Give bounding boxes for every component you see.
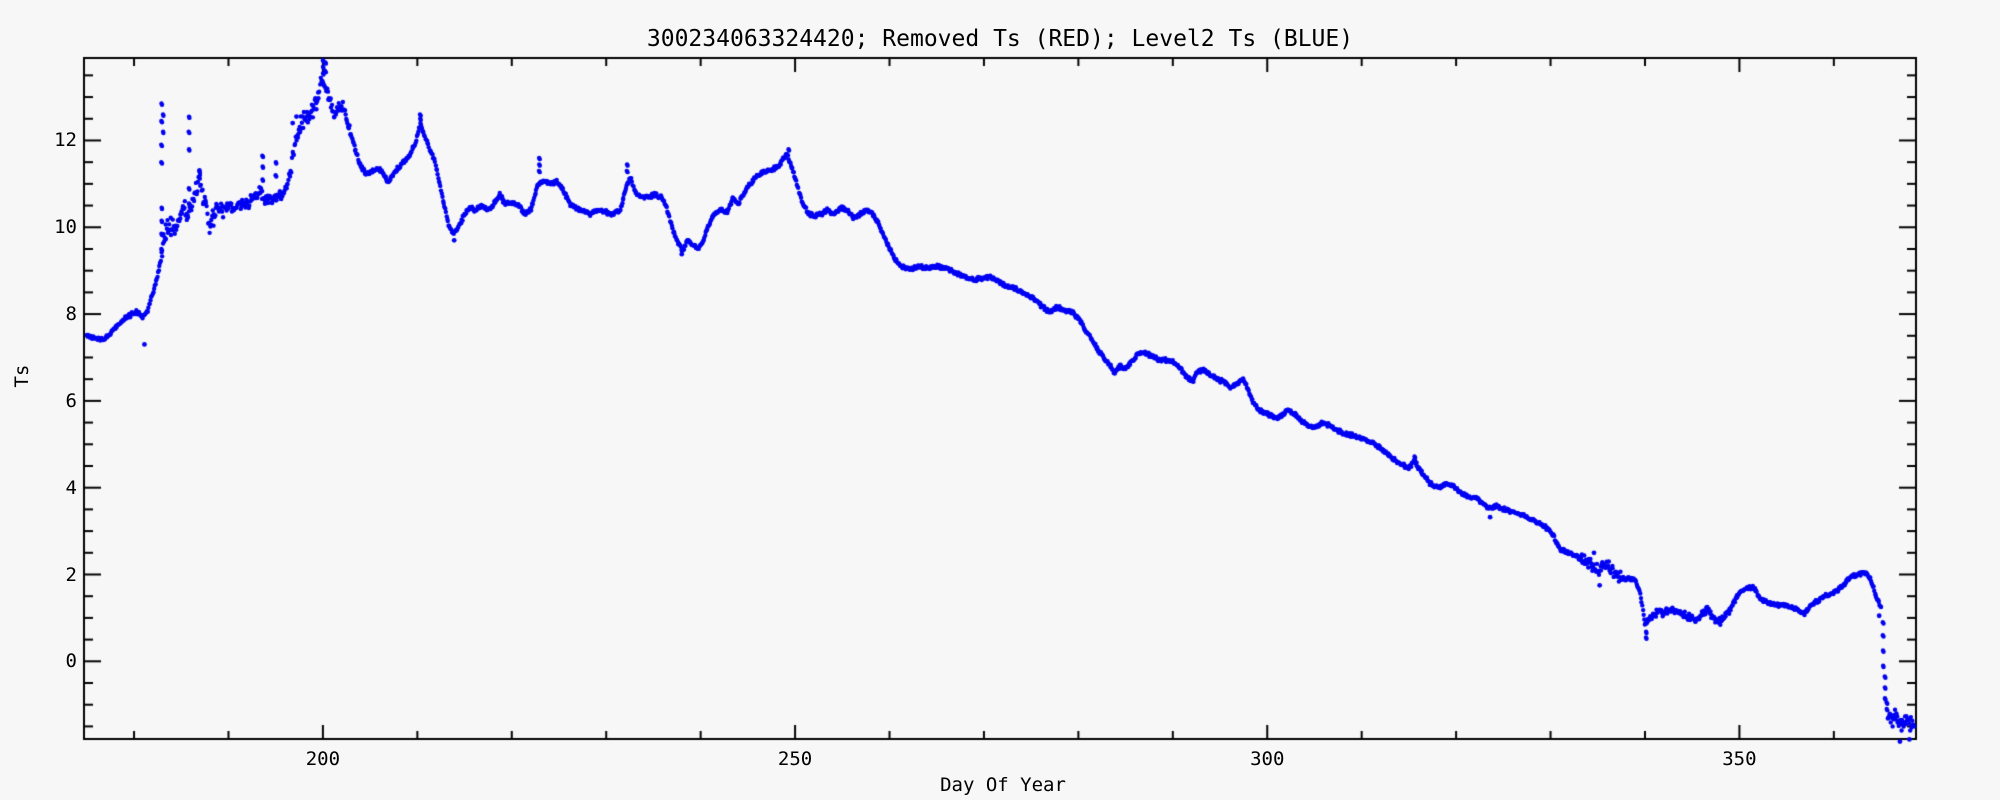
chart-title: 300234063324420; Removed Ts (RED); Level… [646, 26, 1354, 52]
y-tick-label: 4 [65, 476, 77, 499]
y-tick-label: 10 [54, 216, 77, 239]
x-tick-label: 300 [1250, 748, 1285, 770]
x-tick-label: 250 [777, 748, 813, 770]
x-axis-title: Day Of Year [940, 774, 1066, 796]
x-tick-label: 350 [1722, 748, 1757, 770]
x-tick-label: 200 [305, 748, 341, 770]
y-tick-label: 6 [65, 389, 77, 412]
y-tick-label: 0 [65, 650, 77, 673]
y-tick-label: 2 [65, 563, 77, 586]
y-axis-title: Ts [11, 364, 33, 388]
y-tick-label: 8 [65, 303, 77, 326]
y-tick-label: 12 [54, 129, 77, 152]
